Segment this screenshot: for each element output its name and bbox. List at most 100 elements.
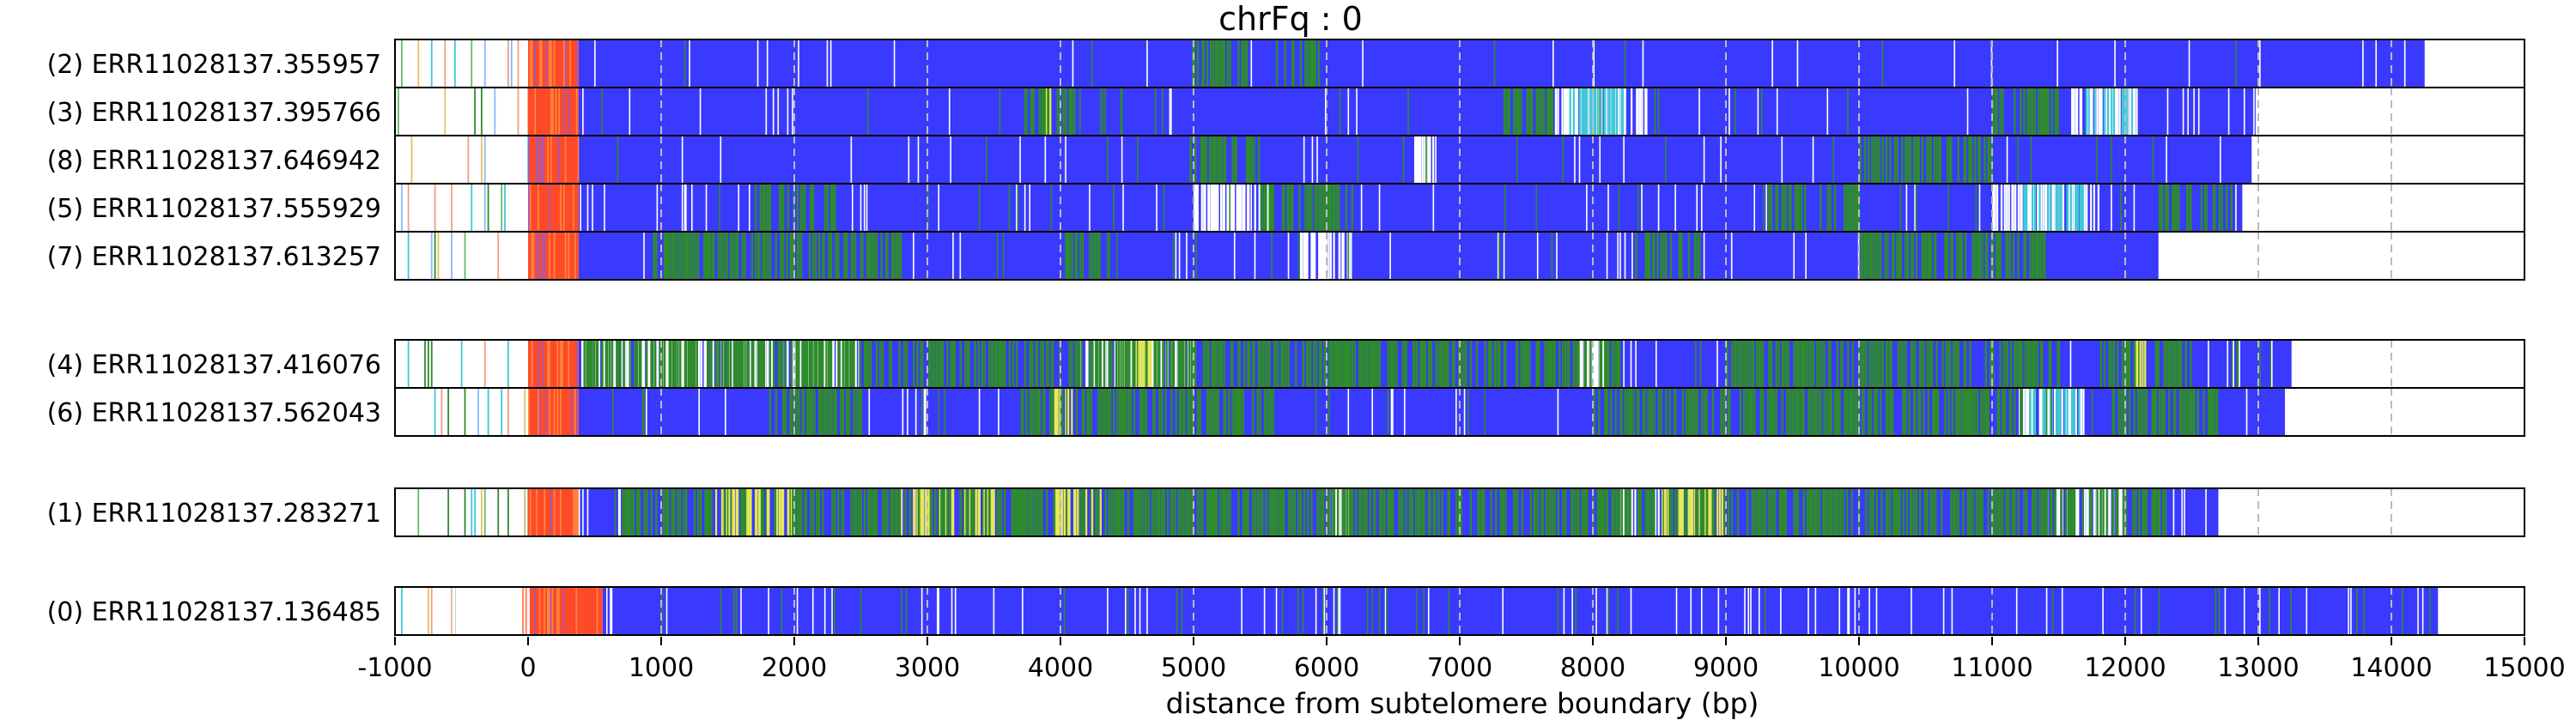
variant-tick: [667, 232, 670, 280]
variant-tick: [2059, 388, 2062, 436]
gap-tick: [647, 340, 650, 388]
variant-tick: [646, 340, 648, 388]
variant-tick: [638, 340, 641, 388]
gap-tick: [1595, 88, 1598, 136]
variant-tick: [1147, 488, 1150, 536]
variant-tick: [1504, 88, 1507, 136]
boundary-tick: [549, 232, 550, 280]
variant-tick: [1504, 488, 1507, 536]
variant-tick: [813, 340, 816, 388]
variant-tick: [1801, 388, 1804, 436]
variant-tick: [1582, 488, 1585, 536]
variant-tick: [1815, 340, 1819, 388]
variant-tick: [1073, 488, 1076, 536]
variant-tick: [2020, 340, 2022, 388]
variant-tick: [775, 488, 778, 536]
variant-tick: [586, 340, 588, 388]
gap-tick: [2029, 184, 2032, 232]
boundary-tick: [548, 587, 550, 635]
variant-tick: [690, 232, 693, 280]
boundary-tick: [549, 39, 550, 88]
variant-tick: [2026, 488, 2028, 536]
variant-tick: [2026, 88, 2029, 136]
variant-tick: [1826, 388, 1828, 436]
variant-tick: [683, 340, 687, 388]
variant-tick: [1098, 340, 1101, 388]
variant-tick: [1041, 488, 1043, 536]
variant-tick: [1425, 136, 1427, 184]
variant-tick: [1253, 340, 1255, 388]
variant-tick: [1657, 88, 1660, 136]
gap-tick: [1227, 184, 1230, 232]
variant-tick: [775, 388, 778, 436]
variant-tick: [946, 488, 949, 536]
gap-tick: [685, 184, 687, 232]
variant-tick: [1239, 388, 1242, 436]
variant-tick: [1581, 88, 1583, 136]
variant-tick: [1701, 488, 1704, 536]
variant-tick: [671, 232, 673, 280]
variant-tick: [713, 232, 715, 280]
gap-tick: [2031, 388, 2034, 436]
variant-tick: [1024, 88, 1027, 136]
variant-tick: [841, 340, 845, 388]
variant-tick: [460, 340, 463, 388]
variant-tick: [1999, 88, 2002, 136]
variant-tick: [1996, 388, 1999, 436]
variant-tick: [1905, 488, 1908, 536]
gap-tick: [492, 587, 495, 635]
variant-tick: [1605, 388, 1607, 436]
variant-tick: [1960, 232, 1964, 280]
variant-tick: [1957, 388, 1959, 436]
variant-tick: [1706, 488, 1710, 536]
variant-tick: [1757, 340, 1759, 388]
gap-tick: [770, 340, 773, 388]
variant-tick: [2099, 488, 2102, 536]
boundary-tick: [531, 232, 533, 280]
variant-tick: [1626, 388, 1629, 436]
read-track: [395, 587, 2524, 635]
variant-tick: [1878, 136, 1880, 184]
variant-tick: [2077, 184, 2080, 232]
variant-tick: [1577, 488, 1580, 536]
variant-tick: [1043, 88, 1046, 136]
variant-tick: [1838, 388, 1840, 436]
variant-tick: [1648, 232, 1651, 280]
gap-tick: [499, 587, 501, 635]
variant-tick: [1809, 488, 1813, 536]
gap-tick: [509, 587, 512, 635]
gap-tick: [1427, 136, 1430, 184]
gap-tick: [2105, 88, 2108, 136]
variant-tick: [1896, 136, 1899, 184]
variant-tick: [1865, 488, 1868, 536]
variant-tick: [917, 488, 920, 536]
gap-tick: [2350, 587, 2352, 635]
variant-tick: [1369, 488, 1371, 536]
gap-tick: [698, 340, 701, 388]
variant-tick: [1404, 340, 1406, 388]
variant-tick: [2226, 184, 2228, 232]
variant-tick: [1849, 184, 1852, 232]
variant-tick: [586, 340, 590, 388]
variant-tick: [2184, 388, 2186, 436]
variant-tick: [1279, 488, 1282, 536]
variant-tick: [810, 388, 812, 436]
gap-tick: [1104, 340, 1107, 388]
gap-tick: [503, 587, 506, 635]
variant-tick: [1964, 388, 1967, 436]
read-track: [395, 136, 2524, 184]
gap-tick: [1698, 88, 1700, 136]
variant-tick: [1292, 488, 1295, 536]
variant-tick: [1065, 232, 1067, 280]
gap-tick: [1212, 184, 1214, 232]
variant-tick: [2042, 88, 2044, 136]
variant-tick: [1576, 340, 1579, 388]
variant-tick: [1735, 88, 1736, 136]
variant-tick: [1214, 39, 1218, 88]
gap-tick: [1847, 587, 1849, 635]
variant-tick: [1911, 340, 1914, 388]
variant-tick: [1792, 388, 1795, 436]
gap-tick: [1416, 136, 1419, 184]
gap-tick: [626, 340, 629, 388]
variant-tick: [790, 340, 793, 388]
